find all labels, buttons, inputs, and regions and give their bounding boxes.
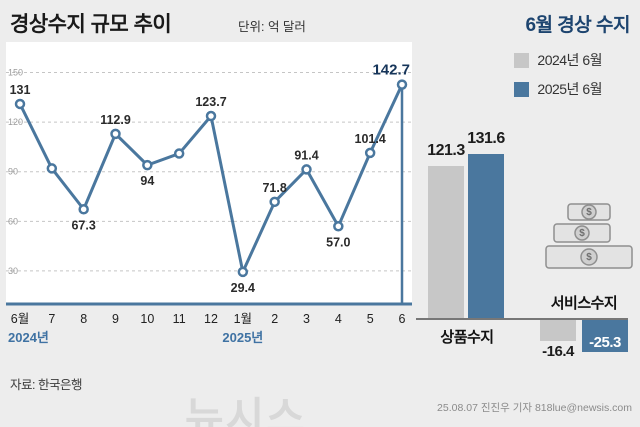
data-point bbox=[364, 147, 376, 159]
category-label-goods: 상품수지 bbox=[440, 329, 494, 346]
point-value-label: 29.4 bbox=[231, 281, 255, 295]
legend-item-2025: 2025년 6월 bbox=[514, 79, 602, 99]
data-point bbox=[110, 128, 121, 140]
legend-label-2024: 2024년 6월 bbox=[537, 52, 602, 68]
y-tick-label: 30 bbox=[8, 266, 18, 276]
year-label: 2025년 bbox=[222, 330, 263, 345]
point-value-label: 71.8 bbox=[262, 181, 286, 195]
data-point bbox=[269, 196, 280, 208]
legend: 2024년 6월 2025년 6월 bbox=[514, 50, 602, 108]
x-tick-label: 4 bbox=[335, 312, 342, 326]
year-label: 2024년 bbox=[8, 330, 49, 345]
x-tick-label: 11 bbox=[173, 312, 186, 326]
data-point bbox=[46, 163, 58, 174]
watermark: 뉴시스 bbox=[185, 394, 307, 427]
bar-segment bbox=[468, 153, 504, 318]
x-tick-label: 1월 bbox=[234, 312, 252, 326]
bar-value-label: 131.6 bbox=[467, 129, 505, 147]
bar-segment bbox=[540, 320, 576, 341]
category-label-services: 서비스수지 bbox=[550, 295, 618, 312]
bar-value-label: 121.3 bbox=[427, 142, 465, 160]
y-tick-label: 120 bbox=[8, 117, 23, 127]
x-tick-label: 9 bbox=[112, 312, 119, 326]
point-value-label: 131 bbox=[10, 83, 31, 97]
data-point bbox=[173, 148, 185, 159]
legend-swatch-2024 bbox=[514, 52, 530, 68]
y-tick-label: 90 bbox=[8, 167, 18, 177]
point-value-label: 57.0 bbox=[326, 235, 350, 249]
point-value-label: 123.7 bbox=[195, 95, 226, 109]
data-point bbox=[205, 110, 217, 122]
credit-line: 25.08.07 진진우 기자 818lue@newsis.com bbox=[437, 402, 632, 414]
point-value-label: 94 bbox=[140, 174, 154, 188]
y-tick-label: 60 bbox=[8, 216, 18, 226]
point-value-label: 91.4 bbox=[294, 148, 318, 162]
x-tick-label: 8 bbox=[80, 312, 87, 326]
right-panel-title: 6월 경상 수지 bbox=[525, 15, 630, 36]
point-value-label: 67.3 bbox=[71, 218, 95, 232]
data-point bbox=[396, 79, 408, 90]
x-tick-label: 3 bbox=[303, 312, 310, 326]
bar-chart-panel: $ $ $ 121.3 131.6 -16.4 -25.3 상품수지 서비스수지 2024년 … bbox=[412, 40, 636, 400]
x-tick-label: 2 bbox=[271, 312, 278, 326]
page-title: 경상수지 규모 추이 bbox=[10, 13, 172, 36]
data-point bbox=[14, 98, 26, 110]
y-tick-label: 150 bbox=[8, 68, 23, 78]
money-stack-icon: $$$ bbox=[545, 203, 633, 269]
x-tick-label: 12 bbox=[204, 312, 218, 326]
data-point bbox=[301, 164, 312, 175]
data-point bbox=[78, 204, 89, 215]
legend-item-2024: 2024년 6월 bbox=[514, 50, 602, 70]
line-chart: 30609012015013167.3112.994123.729.471.89… bbox=[6, 42, 412, 345]
x-tick-label: 6 bbox=[399, 312, 406, 326]
bar-value-label: -25.3 bbox=[589, 333, 621, 351]
point-value-label: 101.4 bbox=[355, 132, 386, 146]
source-label: 자료: 한국은행 bbox=[10, 378, 82, 392]
data-point bbox=[142, 159, 153, 171]
x-tick-label: 7 bbox=[48, 312, 55, 326]
bar-baseline bbox=[416, 318, 628, 320]
legend-label-2025: 2025년 6월 bbox=[537, 81, 602, 97]
x-tick-label: 10 bbox=[140, 312, 154, 326]
point-value-label: 142.7 bbox=[372, 62, 410, 79]
bar-chart: $ $ $ 121.3 131.6 -16.4 -25.3 상품수지 서비스수지 bbox=[412, 40, 636, 400]
svg-text:$: $ bbox=[586, 207, 592, 218]
data-point bbox=[333, 221, 344, 232]
bar-segment bbox=[428, 166, 464, 318]
point-value-label: 112.9 bbox=[100, 113, 131, 127]
bar-segment bbox=[582, 320, 628, 352]
plot-background bbox=[6, 42, 412, 304]
svg-text:$: $ bbox=[586, 252, 592, 263]
x-tick-label: 5 bbox=[367, 312, 374, 326]
x-tick-label: 6월 bbox=[11, 312, 29, 326]
unit-label: 단위: 억 달러 bbox=[238, 20, 306, 34]
legend-swatch-2025 bbox=[514, 81, 530, 97]
svg-text:$: $ bbox=[579, 228, 585, 239]
data-point bbox=[237, 266, 249, 278]
bar-value-label: -16.4 bbox=[542, 342, 574, 360]
